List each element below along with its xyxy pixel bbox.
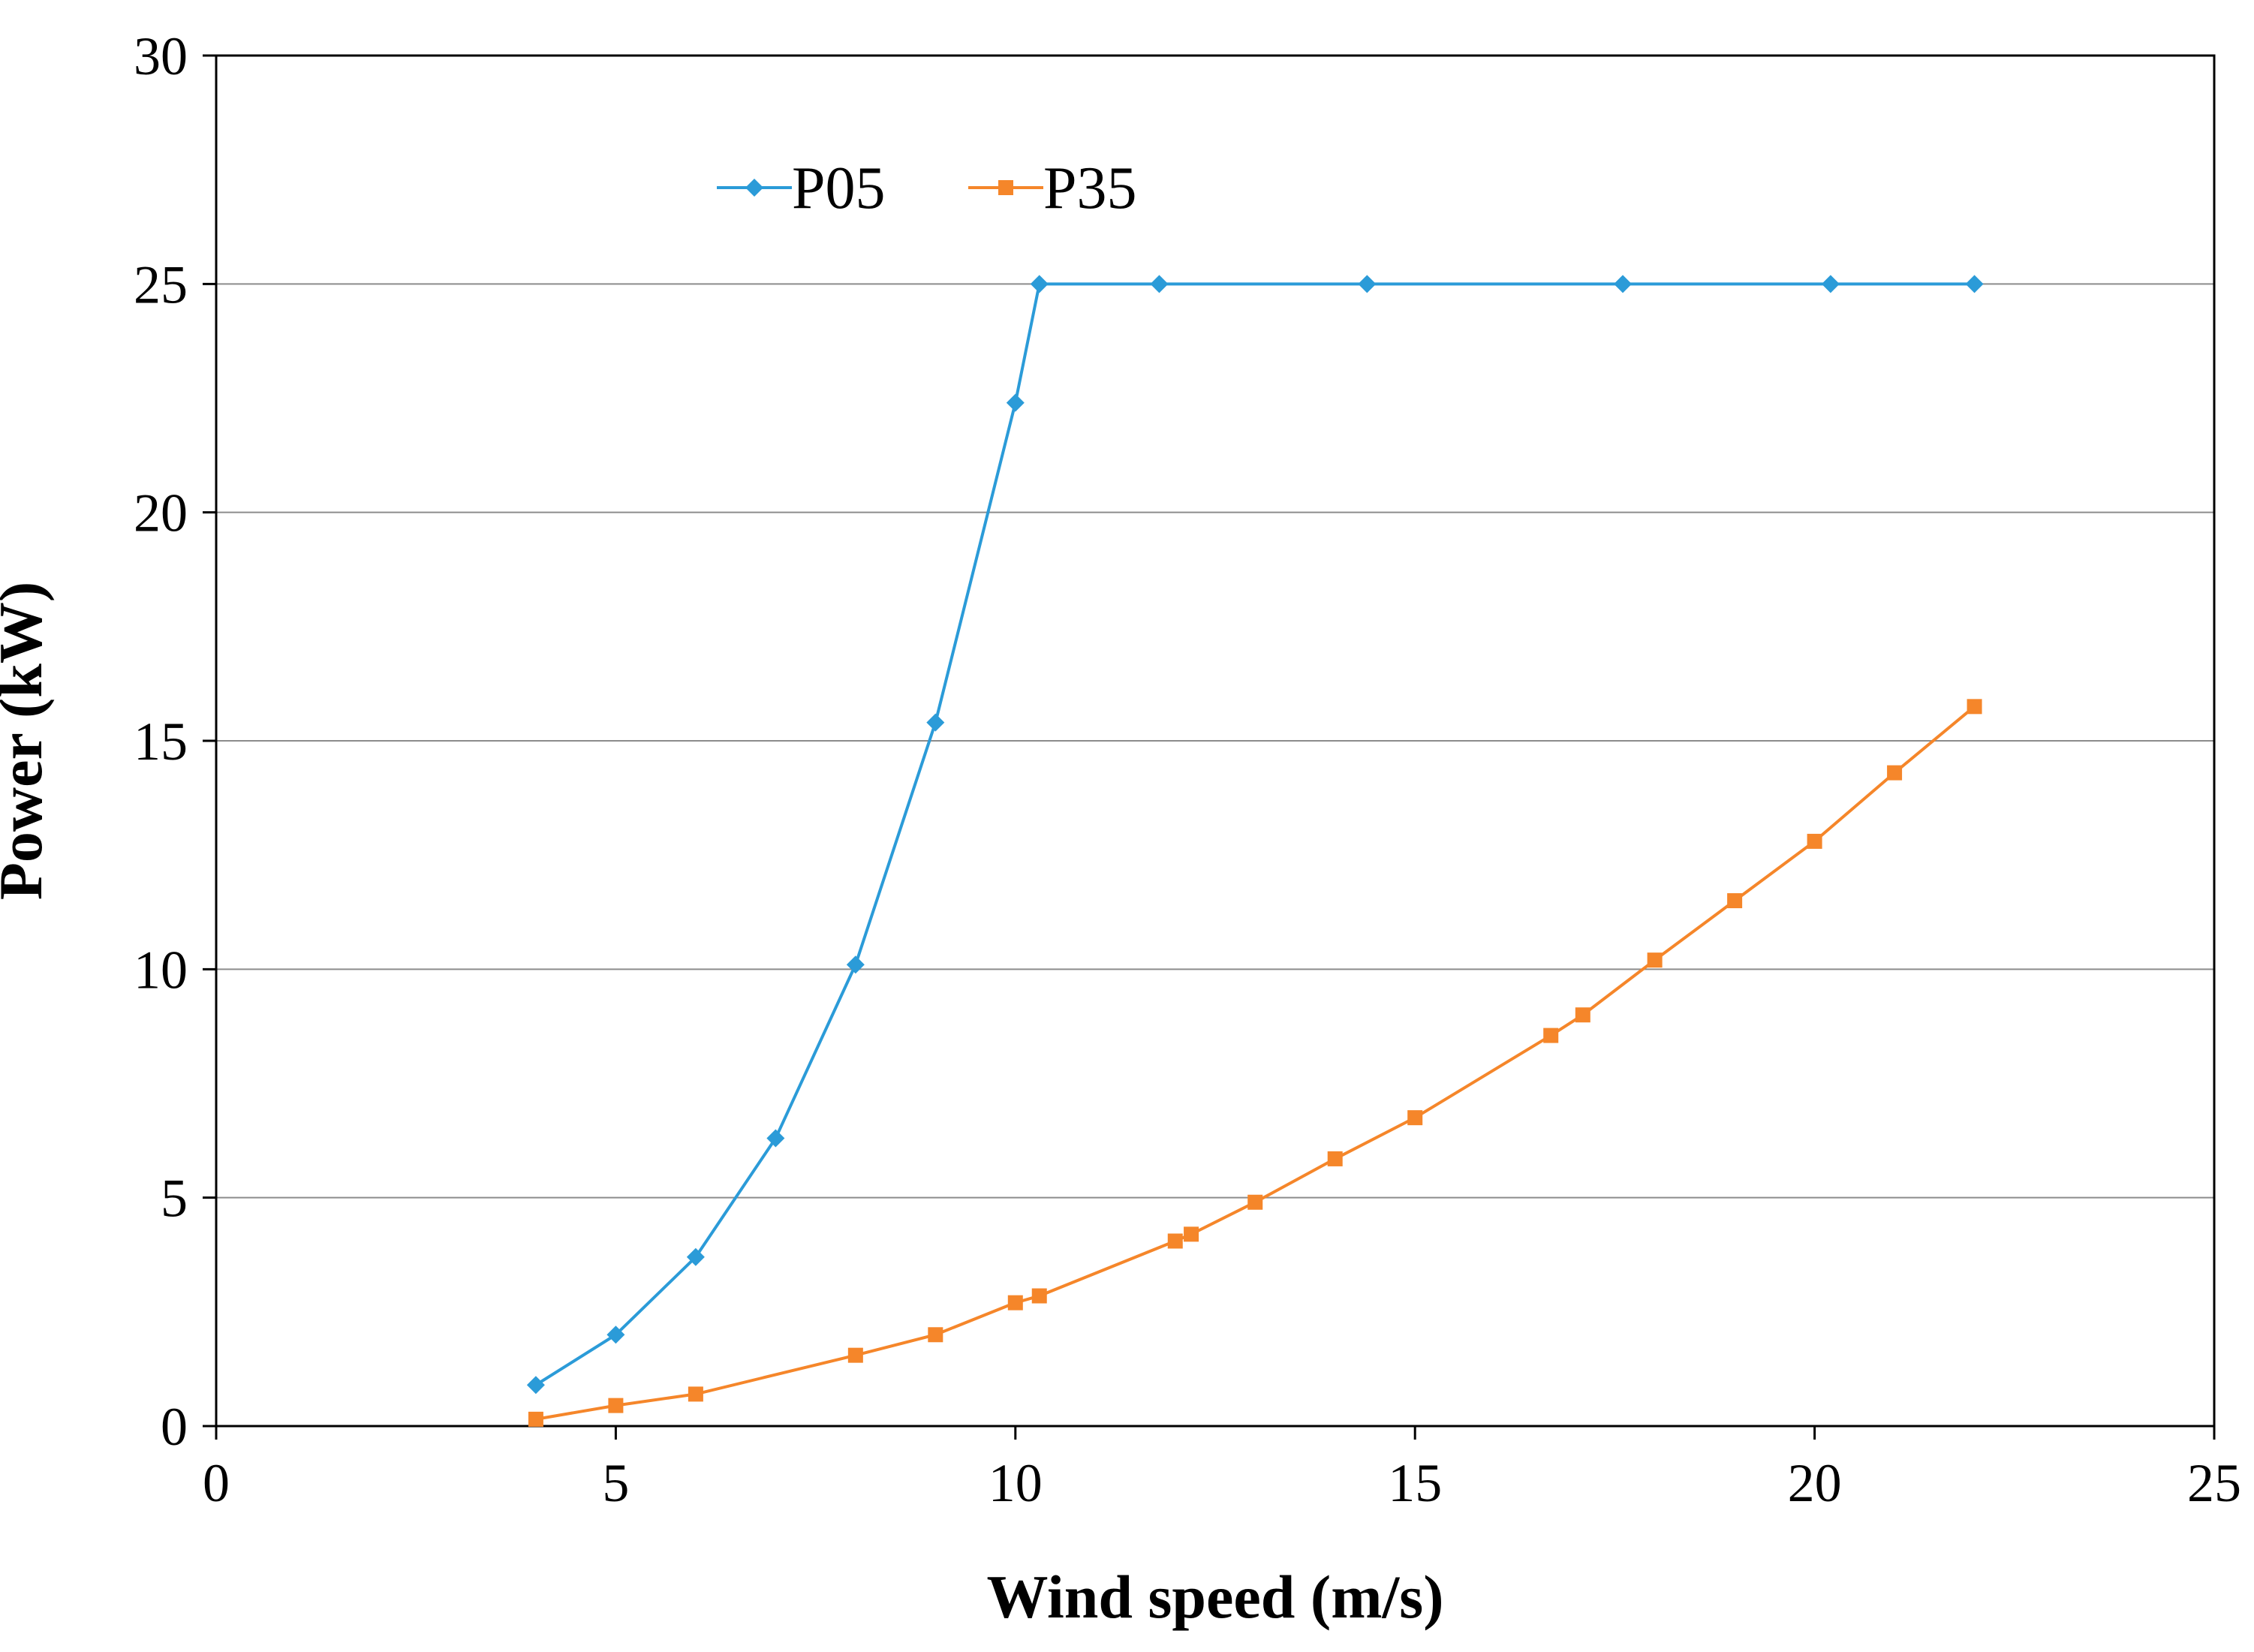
data-point-p05 — [1030, 275, 1049, 293]
data-point-p05 — [926, 713, 945, 732]
data-point-p35 — [608, 1398, 624, 1413]
y-tick-label: 15 — [134, 712, 188, 772]
data-point-p35 — [1647, 952, 1663, 968]
legend-marker-p05 — [745, 179, 763, 197]
x-tick-label: 20 — [1788, 1453, 1842, 1513]
data-point-p35 — [1543, 1028, 1559, 1043]
axis-ticks: 0 5 10 15 20 25 30 0 5 10 15 20 25 — [134, 26, 2241, 1513]
y-tick-label: 5 — [161, 1169, 188, 1229]
series-p35 — [528, 699, 1982, 1427]
series-p05 — [526, 275, 1984, 1395]
x-tick-label: 25 — [2187, 1453, 2241, 1513]
data-point-p35 — [1407, 1110, 1423, 1126]
data-point-p35 — [928, 1327, 943, 1343]
data-point-p35 — [1247, 1194, 1263, 1210]
data-point-p35 — [847, 1347, 863, 1363]
legend-label-p05: P05 — [792, 155, 886, 221]
data-point-p35 — [1807, 833, 1822, 849]
y-tick-label: 20 — [134, 483, 188, 543]
x-tick-label: 5 — [602, 1453, 629, 1513]
y-tick-label: 0 — [161, 1397, 188, 1457]
data-series — [526, 275, 1984, 1427]
data-point-p05 — [606, 1326, 625, 1344]
data-point-p35 — [1575, 1007, 1590, 1023]
y-tick-label: 25 — [134, 254, 188, 314]
data-point-p35 — [1967, 699, 1982, 715]
legend-marker-p35 — [998, 180, 1013, 195]
data-point-p05 — [1358, 275, 1377, 293]
x-tick-label: 15 — [1388, 1453, 1442, 1513]
x-tick-label: 0 — [203, 1453, 230, 1513]
data-point-p05 — [846, 955, 865, 974]
data-point-p35 — [1167, 1233, 1183, 1249]
data-point-p35 — [1007, 1295, 1023, 1310]
x-tick-label: 10 — [989, 1453, 1043, 1513]
legend-label-p35: P35 — [1043, 155, 1137, 221]
data-point-p05 — [1965, 275, 1984, 293]
data-point-p05 — [686, 1247, 705, 1266]
data-point-p05 — [526, 1376, 545, 1395]
legend-item-p05: P05 — [717, 155, 886, 221]
data-point-p35 — [1184, 1226, 1199, 1242]
y-axis-title: Power (kW) — [0, 582, 55, 900]
data-point-p05 — [1821, 275, 1840, 293]
data-point-p35 — [528, 1411, 543, 1427]
legend-item-p35: P35 — [968, 155, 1137, 221]
legend: P05 P35 — [717, 155, 1137, 221]
data-point-p35 — [1727, 893, 1743, 909]
y-tick-label: 30 — [134, 26, 188, 86]
data-point-p35 — [1887, 765, 1903, 781]
x-axis-title: Wind speed (m/s) — [986, 1563, 1443, 1631]
data-point-p05 — [1006, 393, 1025, 412]
data-point-p35 — [1327, 1151, 1343, 1166]
data-point-p35 — [1031, 1288, 1047, 1304]
data-point-p35 — [688, 1386, 703, 1402]
y-tick-label: 10 — [134, 940, 188, 1000]
data-point-p05 — [1150, 275, 1169, 293]
data-point-p05 — [1614, 275, 1633, 293]
data-point-p05 — [766, 1129, 785, 1148]
